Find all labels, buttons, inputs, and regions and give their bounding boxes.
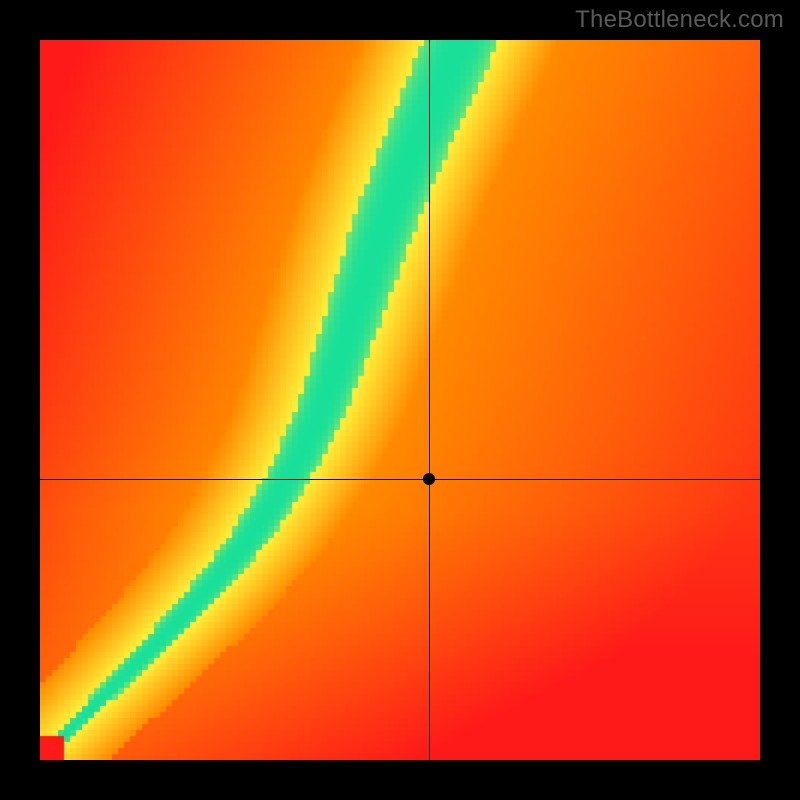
crosshair-vertical (429, 40, 430, 760)
heatmap-canvas (40, 40, 760, 760)
heatmap-plot (40, 40, 760, 760)
crosshair-horizontal (40, 479, 760, 480)
watermark-text: TheBottleneck.com (575, 6, 784, 34)
crosshair-dot (423, 473, 435, 485)
